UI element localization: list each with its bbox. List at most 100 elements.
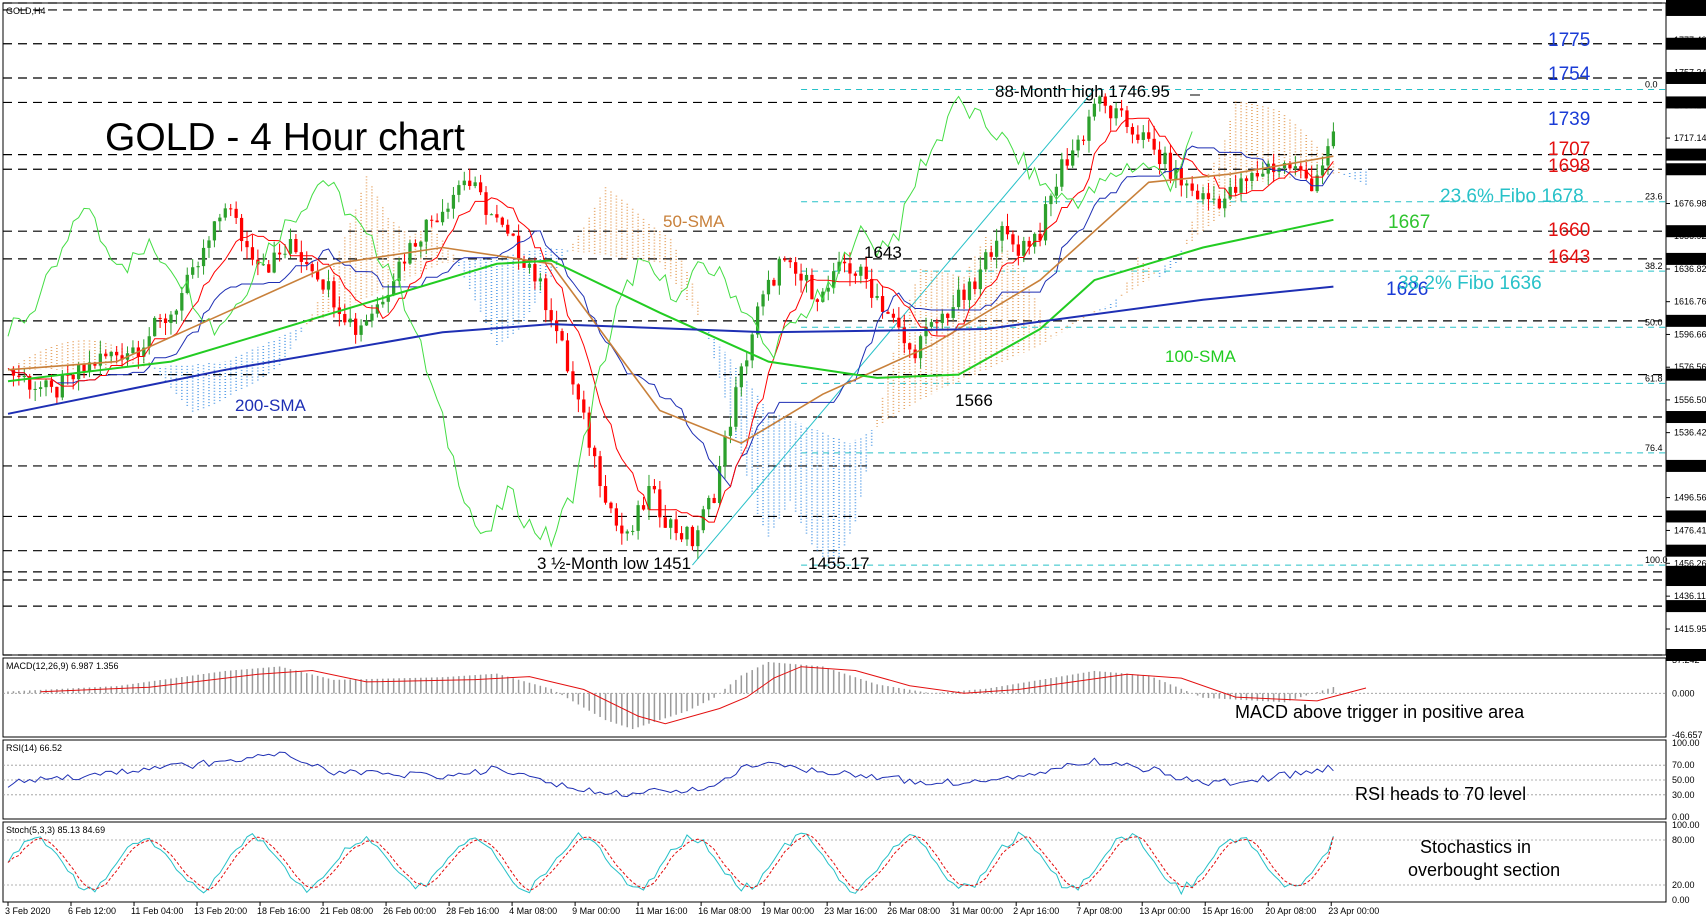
time-tick-label: 15 Apr 16:00 [1202,906,1253,916]
price-tick-label: 1717.14 [1674,133,1706,143]
candle-body [848,263,852,274]
candle-body [674,519,678,534]
time-tick-label: 18 Feb 16:00 [257,906,310,916]
annotation-88-month-high: 88-Month high 1746.95 [995,82,1170,101]
price-tick-label: 1616.76 [1674,297,1706,307]
candle-body [283,253,287,255]
candle-body [625,531,629,534]
price-level-tag-label: 1516.00 [1669,461,1702,471]
candle-body [457,185,461,195]
candle-body [343,313,347,323]
candle-body [158,317,162,319]
candle-body [929,322,934,327]
price-level-tag [1666,37,1706,50]
rsi-tick-label: 70.00 [1672,760,1695,770]
price-panel: GOLD,H4 0.0 23.6 38.2 50.0 61.8 76.4 100.0 88-… [2,2,1668,656]
candle-body [707,497,711,510]
candle-body [750,334,754,361]
time-tick-label: 20 Apr 08:00 [1265,906,1316,916]
stoch-header: Stoch(5,3,3) 85.13 84.69 [6,825,105,835]
stoch-tick-label: 100.00 [1672,820,1700,830]
price-level-tag-label: 1739.00 [1669,97,1702,107]
rsi-header: RSI(14) 66.52 [6,743,62,753]
candle-body [853,273,858,276]
time-tick-label: 2 Apr 16:00 [1013,906,1059,916]
candle-body [147,336,151,348]
price-level-tag-label: 1707.00 [1669,150,1702,160]
candle-body [169,314,173,324]
candle-body [1185,183,1189,186]
candle-body [489,214,494,216]
annotation-1643: 1643 [864,243,902,262]
candle-body [1299,166,1303,170]
candle-body [951,307,955,318]
stoch-tick-label: 80.00 [1672,835,1695,845]
candle-body [1092,103,1097,117]
candle-body [288,238,293,254]
candle-body [973,281,977,290]
candlesticks [11,93,1336,559]
candle-body [109,351,113,357]
fibo-tag: 61.8 [1645,373,1663,383]
sma200-line [7,285,1334,415]
rsi-tick-label: 100.00 [1672,738,1700,748]
candle-body [1266,163,1270,174]
candle-body [989,252,993,257]
candle-body [1168,152,1173,179]
candle-body [837,261,841,272]
price-level-tag-label: 1754.00 [1669,73,1702,83]
time-tick-label: 31 Mar 00:00 [950,906,1003,916]
price-level-tag [1666,3,1706,16]
candle-body [821,291,825,302]
candle-body [772,279,776,286]
candle-body [603,486,608,503]
candle-body [826,287,830,292]
candle-body [1060,159,1064,187]
candle-body [1244,178,1249,181]
fibo-tag: 38.2 [1645,261,1663,271]
price-level-tag-label: 1485.00 [1669,511,1702,521]
candle-body [55,386,59,398]
candle-body [305,261,309,265]
candle-body [1005,226,1010,235]
candle-body [1157,149,1162,165]
time-tick-label: 26 Mar 08:00 [887,906,940,916]
time-tick-label: 23 Apr 00:00 [1328,906,1379,916]
candle-body [614,508,619,526]
price-level-tag [1666,163,1706,176]
price-level-tag-label: 1775.00 [1669,39,1702,49]
candle-body [196,266,200,268]
right-level-label: 1739 [1548,109,1590,130]
price-level-tag-label: 1643.00 [1669,254,1702,264]
candle-body [1022,240,1026,256]
price-tick-label: 1676.98 [1674,199,1706,209]
candle-body [1130,126,1135,135]
candle-body [473,182,477,187]
candle-body [17,375,21,377]
candle-body [788,260,792,263]
candle-body [120,355,124,360]
candle-body [669,519,673,528]
candle-body [1136,134,1140,140]
candle-body [516,235,521,260]
candle-body [239,217,244,242]
price-level-tag-label: 1698.00 [1669,164,1702,174]
candle-body [370,313,374,321]
candle-body [1065,159,1069,166]
right-level-label: 1660 [1548,220,1590,241]
candle-body [1239,178,1243,193]
candle-body [234,208,238,218]
candle-body [875,296,879,298]
rsi-tick-label: 30.00 [1672,790,1695,800]
candle-body [679,533,684,540]
time-tick-label: 28 Feb 16:00 [446,906,499,916]
candle-body [571,371,575,385]
price-level-tag-label: 1605.00 [1669,316,1702,326]
candle-body [1315,175,1319,192]
price-level-tag [1666,649,1706,661]
time-tick-label: 7 Apr 08:00 [1076,906,1122,916]
candle-body [565,340,570,372]
candle-body [1179,167,1183,186]
price-tick-label: 1415.95 [1674,624,1706,634]
candle-body [1103,96,1107,106]
